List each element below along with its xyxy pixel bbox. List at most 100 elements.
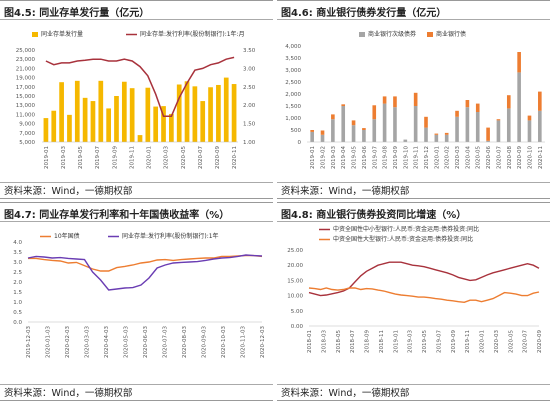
y-tick-label: 13,000 bbox=[16, 103, 36, 109]
x-tick-label: 2020-09-03 bbox=[202, 326, 208, 358]
legend-label: 10年国债 bbox=[54, 232, 80, 240]
y-tick-label: 0 bbox=[298, 140, 302, 146]
bar-subordinated-bonds bbox=[506, 108, 511, 142]
bar-subordinated-bonds bbox=[455, 116, 459, 142]
x-tick-label: 2018-01 bbox=[307, 330, 313, 353]
bar-subordinated-bonds bbox=[527, 120, 532, 142]
y-tick-label: 10.00 bbox=[287, 294, 303, 300]
bar-subordinated-bonds bbox=[351, 125, 356, 142]
x-tick-label: 2019-01 bbox=[310, 146, 316, 169]
x-tick-label: 2020-03-03 bbox=[85, 326, 91, 358]
x-tick-label: 2018-03 bbox=[321, 330, 327, 353]
y-tick-label: 500 bbox=[291, 128, 302, 134]
bar-subordinated-bonds bbox=[413, 106, 418, 142]
x-tick-label: 2020-11 bbox=[538, 146, 544, 169]
bar-ncd-issuance bbox=[223, 77, 229, 142]
y-tick-label: 2.00 bbox=[243, 103, 256, 109]
figure-number: 图4.5: bbox=[4, 8, 36, 19]
bar-ncd-issuance bbox=[51, 110, 57, 142]
bar-bank-bonds bbox=[331, 114, 335, 120]
x-tick-label: 2019-03 bbox=[331, 146, 337, 169]
y-tick-label: 21,000 bbox=[16, 66, 36, 72]
bar-ncd-issuance bbox=[129, 88, 135, 142]
x-tick-label: 2020-08 bbox=[507, 146, 513, 169]
bar-subordinated-bonds bbox=[403, 139, 408, 142]
bar-bank-bonds bbox=[517, 52, 521, 73]
bar-ncd-issuance bbox=[106, 108, 111, 142]
source-rule bbox=[277, 384, 550, 385]
x-tick-label: 2019-09 bbox=[451, 330, 457, 353]
x-tick-label: 2019-11 bbox=[129, 146, 135, 169]
bar-ncd-issuance bbox=[176, 84, 182, 142]
bar-ncd-issuance bbox=[200, 101, 206, 142]
panel-bond-investment-growth: 图4.8: 商业银行债券投资同比增速（%） 中资全国性中小型银行:人民币:资金运… bbox=[277, 202, 550, 401]
panel-rates: 图4.7: 同业存单发行利率和十年国债收益率（%） 10年国债 同业存单:发行利率… bbox=[0, 202, 273, 401]
legend-label: 商业银行次级债券 bbox=[368, 30, 416, 38]
legend-label: 同业存单发行量 bbox=[41, 30, 83, 38]
y-tick-label: 2,500 bbox=[285, 80, 301, 86]
x-tick-label: 2020-08-03 bbox=[182, 326, 188, 358]
y-tick-label: 0.00 bbox=[291, 324, 304, 330]
bar-ncd-issuance bbox=[208, 87, 213, 142]
x-tick-label: 2020-11 bbox=[232, 146, 238, 169]
figure-number: 图4.8: bbox=[281, 210, 313, 221]
panel-ncd-issuance: 图4.5: 同业存单发行量（亿元） 同业存单发行量 同业存单:发行利率(股份制银行… bbox=[0, 0, 273, 199]
x-tick-label: 2020-03 bbox=[455, 146, 461, 169]
top-rule bbox=[0, 0, 273, 1]
chart-ncd-issuance: 同业存单发行量 同业存单:发行利率(股份制银行):1年:月 25,000 23,000… bbox=[16, 30, 256, 169]
source-rule bbox=[0, 182, 273, 183]
top-rule bbox=[277, 0, 550, 1]
bar-subordinated-bonds bbox=[320, 134, 325, 142]
bar-subordinated-bonds bbox=[496, 120, 501, 142]
x-tick-label: 2020-07-03 bbox=[163, 326, 169, 358]
bar-bank-bonds bbox=[465, 100, 470, 108]
y-tick-label: 20.00 bbox=[287, 263, 303, 269]
y-tick-label: 25,000 bbox=[16, 48, 36, 54]
y-tick-label: 2.5 bbox=[13, 270, 22, 276]
bar-ncd-issuance bbox=[67, 114, 72, 142]
legend-swatch bbox=[359, 32, 365, 37]
bar-ncd-issuance bbox=[184, 81, 190, 142]
bar-ncd-issuance bbox=[59, 82, 64, 142]
bar-bank-bonds bbox=[455, 110, 459, 117]
y-tick-label: 4.0 bbox=[13, 240, 22, 246]
x-tick-label: 2019-05 bbox=[352, 146, 358, 169]
bar-bank-bonds bbox=[496, 119, 501, 121]
bar-bank-bonds bbox=[351, 120, 356, 126]
bar-subordinated-bonds bbox=[517, 72, 521, 142]
x-tick-label: 2020-06 bbox=[486, 146, 492, 169]
bar-subordinated-bonds bbox=[465, 107, 470, 142]
x-tick-label: 2019-03 bbox=[61, 146, 67, 169]
x-tick-label: 2020-07 bbox=[496, 146, 502, 169]
x-tick-label: 2019-08 bbox=[383, 146, 389, 169]
y-tick-label: 19,000 bbox=[16, 76, 36, 82]
bottom-rule bbox=[0, 198, 273, 199]
bar-ncd-issuance bbox=[137, 135, 143, 142]
x-tick-label: 2020-09 bbox=[517, 146, 523, 169]
x-tick-label: 2020-07 bbox=[523, 330, 529, 353]
bar-bank-bonds bbox=[527, 115, 532, 121]
line-ncd-rate bbox=[27, 254, 263, 291]
title-rule bbox=[0, 19, 273, 20]
y-tick-label: 9,000 bbox=[19, 122, 35, 128]
x-tick-label: 2020-12-03 bbox=[260, 326, 266, 358]
bar-bank-bonds bbox=[382, 96, 387, 104]
bar-ncd-issuance bbox=[145, 87, 151, 142]
x-tick-label: 2019-10 bbox=[403, 146, 409, 169]
bar-ncd-issuance bbox=[161, 106, 166, 142]
bar-bank-bonds bbox=[310, 130, 314, 132]
y-tick-label: 2.50 bbox=[243, 85, 256, 91]
bar-ncd-issuance bbox=[43, 118, 49, 142]
panel-title: 图4.6: 商业银行债券发行量（亿元） bbox=[281, 4, 446, 19]
bar-subordinated-bonds bbox=[424, 127, 428, 142]
bar-bank-bonds bbox=[486, 127, 490, 141]
x-tick-label: 2020-01 bbox=[147, 146, 153, 169]
bar-bank-bonds bbox=[320, 130, 325, 135]
x-tick-label: 2020-05 bbox=[181, 146, 187, 169]
y-tick-label: 15.00 bbox=[287, 278, 303, 284]
y-tick-label: 7,000 bbox=[19, 131, 35, 137]
figure-number: 图4.7: bbox=[4, 210, 36, 221]
x-tick-label: 2019-09 bbox=[112, 146, 118, 169]
y-tick-label: 5.00 bbox=[291, 309, 304, 315]
y-tick-label: 0.0 bbox=[13, 320, 22, 326]
